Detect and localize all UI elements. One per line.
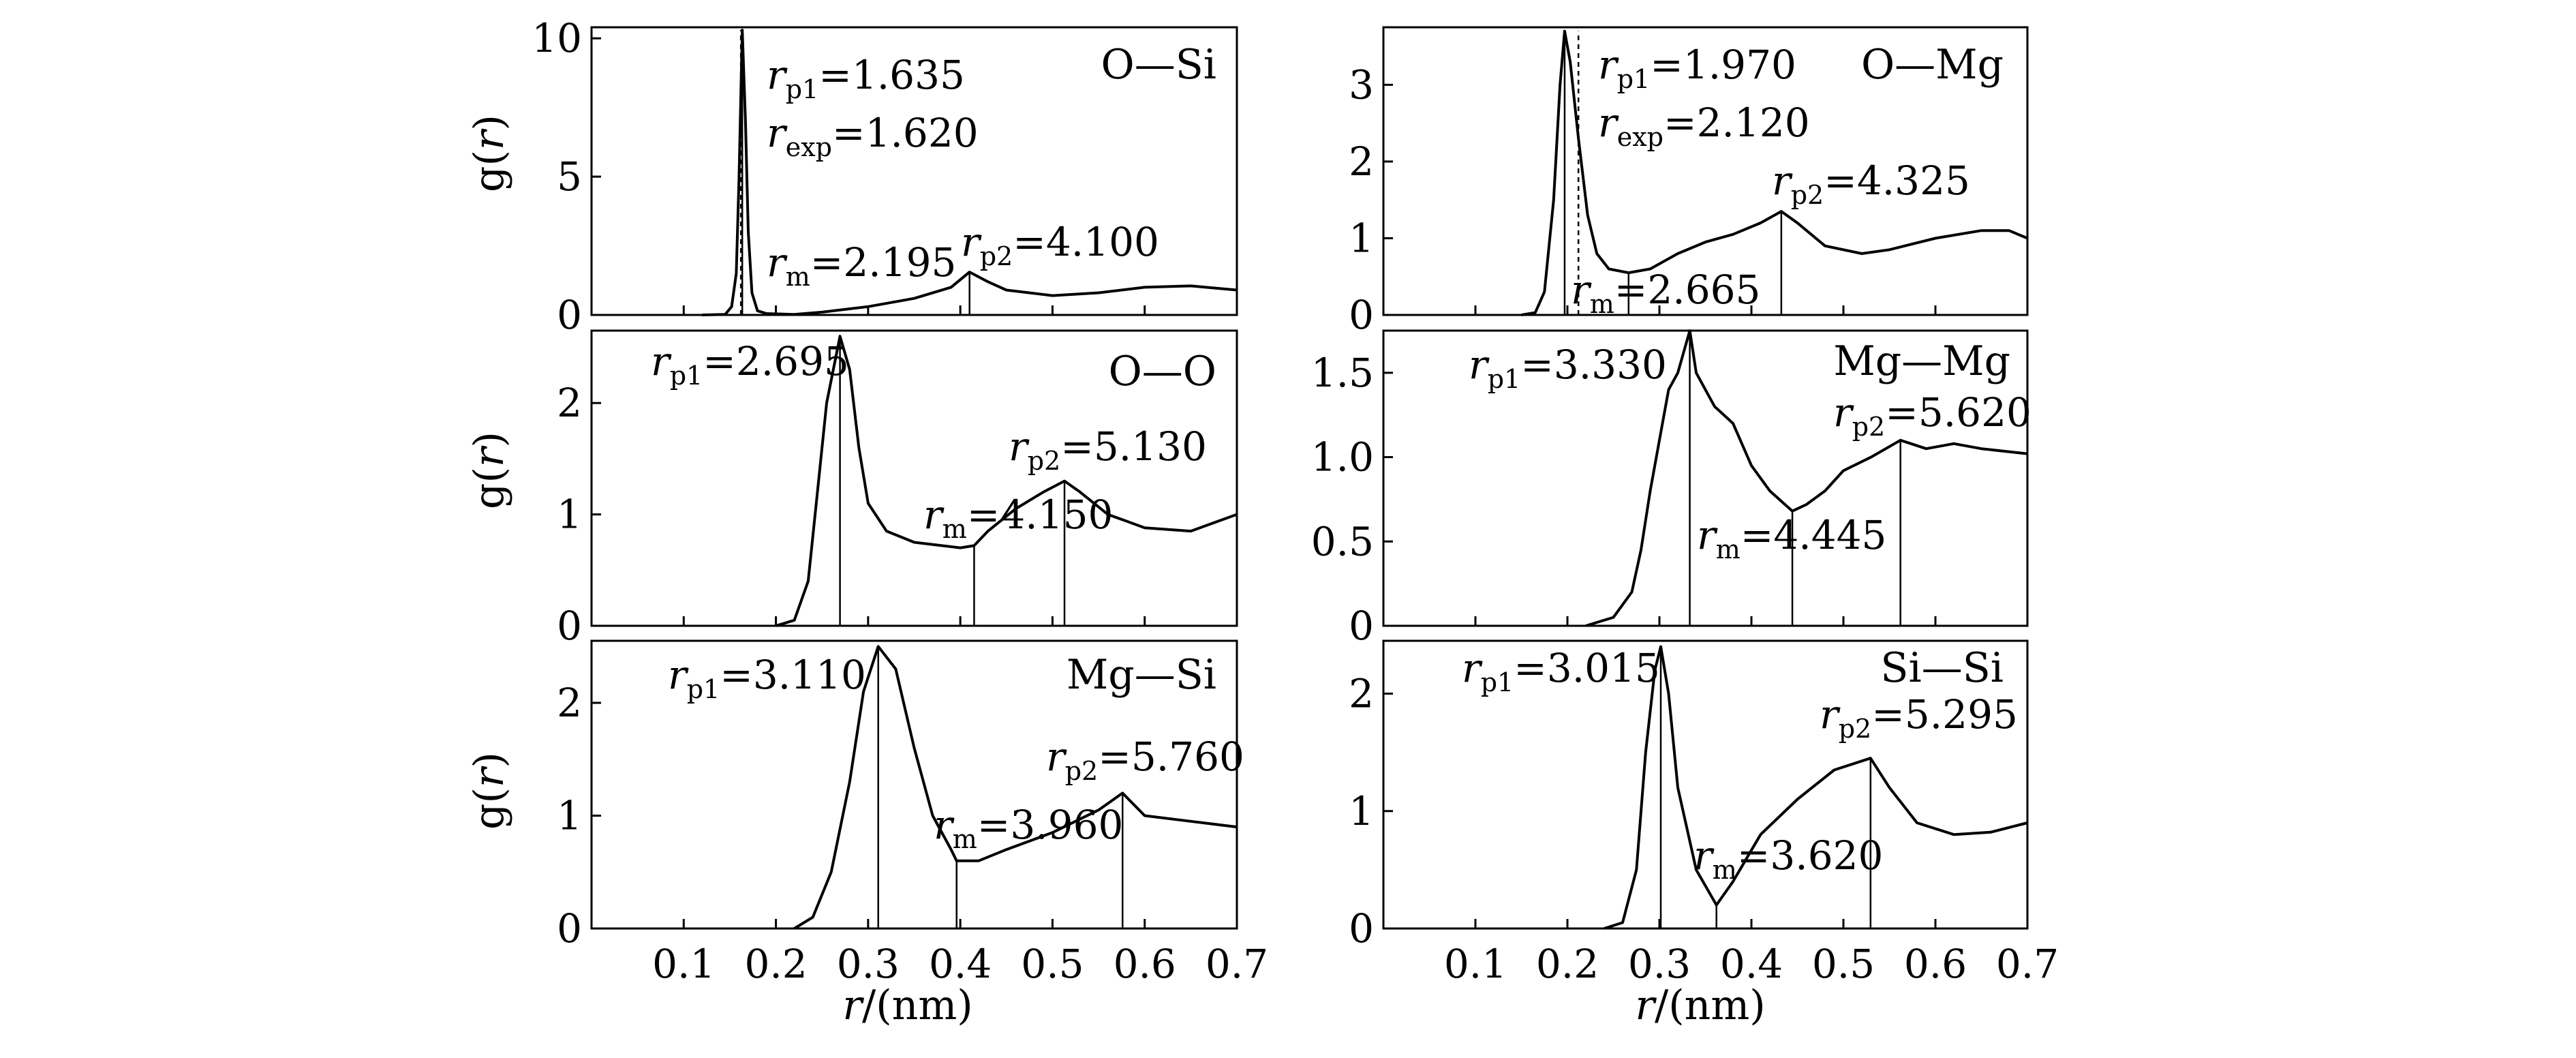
x-tick-label: 0.4 — [1720, 941, 1783, 987]
panel-o-si: 0 5 10 O—Si rp1=1.635 rexp=1.620 rm=2.195 rp2=4… — [532, 15, 1238, 338]
annotation-r-p1: rp1=3.330 — [1469, 342, 1667, 394]
rdf-curve — [1521, 29, 2028, 316]
x-tick-label: 0.7 — [1996, 941, 2059, 987]
x-axis-title-left: r/(nm) — [842, 982, 972, 1029]
y-tick-label: 1 — [557, 492, 582, 538]
y-tick-label: 0 — [557, 292, 582, 338]
annotation-r-p2: rp2=5.760 — [1046, 734, 1244, 786]
annotation-r-m: rm=2.195 — [767, 239, 956, 292]
y-axis-title-row2: g(r) — [465, 432, 513, 509]
x-tick-label: 0.2 — [1536, 941, 1599, 987]
annotation-r-m: rm=4.150 — [923, 492, 1113, 544]
y-tick-label: 0 — [1349, 292, 1374, 338]
annotation-r-p2: rp2=5.295 — [1820, 691, 2018, 744]
y-tick-label: 0 — [557, 905, 582, 952]
plot-frame — [1382, 26, 2029, 316]
y-tick-label: 0 — [557, 603, 582, 649]
plot-frame — [1382, 639, 2029, 930]
pair-label: O—Si — [1101, 41, 1216, 89]
annotation-r-p1: rp1=2.695 — [651, 338, 849, 391]
annotation-r-p2: rp2=4.325 — [1772, 157, 1970, 210]
annotation-r-m: rm=2.665 — [1571, 267, 1760, 319]
x-tick-label: 0.4 — [929, 941, 992, 987]
y-tick-label: 10 — [532, 15, 582, 61]
plot-frame — [590, 26, 1238, 316]
x-tick-label: 0.5 — [1812, 941, 1875, 987]
annotation-r-exp: rexp=1.620 — [767, 110, 979, 162]
annotation-r-m: rm=4.445 — [1697, 512, 1886, 564]
pair-label: O—O — [1109, 348, 1216, 395]
y-tick-label: 2 — [557, 380, 582, 426]
y-tick-label: 3 — [1349, 61, 1374, 108]
x-tick-label: 0.1 — [652, 941, 715, 987]
y-tick-label: 1 — [1349, 788, 1374, 834]
y-tick-label: 0 — [1349, 603, 1374, 649]
rdf-curve — [793, 645, 1238, 930]
x-tick-label: 0.1 — [1444, 941, 1507, 987]
y-tick-label: 2 — [1349, 671, 1374, 717]
annotation-r-p2: rp2=5.130 — [1009, 423, 1207, 476]
y-tick-label: 1.0 — [1311, 434, 1374, 481]
annotation-r-p2: rp2=4.100 — [961, 219, 1159, 271]
axis-titles: g(r) g(r) g(r) r/(nm) r/(nm) — [465, 115, 1766, 1029]
panel-mg-si: 0.1 0.2 0.3 0.4 0.5 0.6 0.7 0 1 2 Mg—Si rp1=3.110 rp… — [557, 639, 1268, 987]
x-tick-label: 0.6 — [1904, 941, 1967, 987]
x-tick-label: 0.6 — [1114, 941, 1176, 987]
plot-frame — [1382, 329, 2029, 627]
rdf-curve — [1604, 645, 2028, 930]
y-tick-label: 2 — [1349, 138, 1374, 185]
y-tick-label: 0.5 — [1311, 518, 1374, 564]
y-tick-label: 5 — [557, 153, 582, 200]
plot-frame — [590, 329, 1238, 627]
annotation-r-p1: rp1=3.110 — [668, 652, 866, 704]
pair-label: Si—Si — [1880, 644, 2004, 692]
x-axis-title-right: r/(nm) — [1635, 982, 1765, 1029]
annotation-r-p1: rp1=1.635 — [767, 52, 965, 104]
annotation-r-m: rm=3.620 — [1693, 832, 1883, 885]
x-tick-label: 0.7 — [1206, 941, 1268, 987]
pair-label: Mg—Si — [1067, 651, 1216, 699]
rdf-curve — [702, 29, 1238, 316]
x-tick-label: 0.2 — [744, 941, 807, 987]
rdf-curve — [1585, 329, 2028, 627]
y-axis-title-row1: g(r) — [465, 115, 513, 192]
annotation-r-m: rm=3.960 — [934, 802, 1123, 854]
y-tick-label: 1 — [1349, 215, 1374, 261]
x-tick-label: 0.3 — [837, 941, 900, 987]
panel-mg-mg: 0 0.5 1.0 1.5 Mg—Mg rp1=3.330 rp2=5.620 rm=4.44… — [1311, 329, 2031, 649]
pair-label: Mg—Mg — [1833, 337, 2010, 385]
panel-o-o: 0 1 2 O—O rp1=2.695 rp2=5.130 rm=4.150 — [557, 329, 1238, 649]
x-tick-label: 0.3 — [1628, 941, 1691, 987]
y-tick-label: 0 — [1349, 905, 1374, 952]
y-tick-label: 1.5 — [1311, 350, 1374, 396]
x-tick-label: 0.5 — [1021, 941, 1084, 987]
rdf-curve — [776, 335, 1238, 627]
panel-si-si: 0.1 0.2 0.3 0.4 0.5 0.6 0.7 0 1 2 Si—Si rp1=3.015 rp… — [1349, 639, 2059, 987]
y-tick-label: 1 — [557, 793, 582, 839]
pair-label: O—Mg — [1861, 41, 2004, 89]
annotation-r-exp: rexp=2.120 — [1598, 100, 1810, 152]
annotation-r-p1: rp1=1.970 — [1598, 42, 1796, 94]
y-tick-label: 2 — [557, 680, 582, 726]
y-axis-title-row3: g(r) — [465, 752, 513, 830]
annotation-r-p1: rp1=3.015 — [1462, 645, 1660, 697]
annotation-r-p2: rp2=5.620 — [1833, 389, 2031, 442]
plot-frame — [590, 639, 1238, 930]
